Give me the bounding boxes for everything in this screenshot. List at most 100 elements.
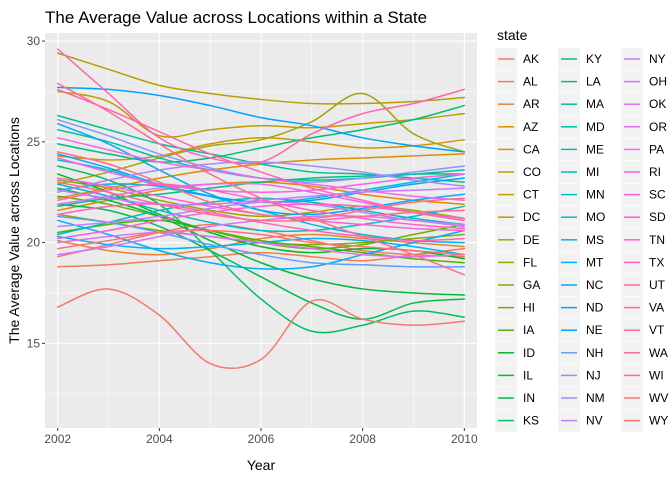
legend-label: AZ bbox=[523, 120, 538, 134]
legend-item-de: DE bbox=[495, 228, 540, 251]
legend-label: SC bbox=[649, 188, 666, 202]
legend-label: CO bbox=[523, 165, 541, 179]
series-line-pa bbox=[56, 137, 466, 202]
series-line-in bbox=[56, 203, 466, 320]
legend-label: VA bbox=[649, 301, 664, 315]
x-axis: 2002 2004 2006 2008 2010 bbox=[44, 428, 478, 446]
legend-item-ne: NE bbox=[558, 319, 603, 342]
legend-item-ca: CA bbox=[495, 138, 540, 161]
series-line-mt bbox=[56, 219, 466, 270]
legend-item-ny: NY bbox=[621, 48, 666, 70]
legend-label: TX bbox=[649, 255, 664, 269]
legend-item-ct: CT bbox=[495, 183, 540, 206]
legend-item-ma: MA bbox=[558, 93, 604, 116]
y-tick-label: 30 bbox=[27, 34, 41, 48]
legend-title: state bbox=[497, 27, 528, 43]
series-line-va bbox=[56, 88, 466, 222]
legend-item-sc: SC bbox=[621, 183, 666, 206]
legend-item-mn: MN bbox=[558, 183, 605, 206]
legend-label: VT bbox=[649, 323, 665, 337]
legend-item-co: CO bbox=[495, 161, 541, 183]
legend-label: IL bbox=[523, 368, 533, 382]
legend-label: MD bbox=[586, 120, 605, 134]
legend-item-nc: NC bbox=[558, 274, 604, 296]
legend-item-il: IL bbox=[495, 364, 533, 387]
legend-item-mt: MT bbox=[558, 251, 604, 274]
legend-item-wa: WA bbox=[621, 341, 668, 364]
legend-label: FL bbox=[523, 255, 537, 269]
series-line-co bbox=[56, 137, 466, 161]
legend-item-mi: MI bbox=[558, 161, 599, 183]
series-line-nh bbox=[56, 215, 466, 268]
series-line-ks bbox=[56, 165, 466, 334]
legend-label: WY bbox=[649, 414, 668, 428]
legend-item-wy: WY bbox=[621, 409, 668, 432]
legend-item-nh: NH bbox=[558, 341, 603, 364]
legend-label: AK bbox=[523, 52, 539, 66]
series-line-vt bbox=[56, 181, 466, 222]
legend-label: OK bbox=[649, 97, 666, 111]
legend-label: WI bbox=[649, 368, 664, 382]
legend-label: CA bbox=[523, 142, 540, 156]
legend-item-me: ME bbox=[558, 138, 604, 161]
series-line-nc bbox=[56, 122, 466, 216]
legend-item-in: IN bbox=[495, 387, 535, 409]
legend-item-nm: NM bbox=[558, 387, 605, 409]
legend-label: GA bbox=[523, 278, 540, 292]
series-line-ok bbox=[56, 231, 466, 258]
legend-item-oh: OH bbox=[621, 70, 667, 93]
legend-item-md: MD bbox=[558, 115, 605, 138]
legend-label: OH bbox=[649, 75, 667, 89]
series-line-ma bbox=[56, 114, 466, 183]
series-line-wv bbox=[56, 229, 466, 256]
legend-label: LA bbox=[586, 75, 601, 89]
legend-item-mo: MO bbox=[558, 206, 605, 229]
series-line-dc bbox=[56, 52, 466, 105]
legend-label: HI bbox=[523, 301, 535, 315]
legend-label: WV bbox=[649, 391, 668, 405]
legend-item-dc: DC bbox=[495, 206, 541, 229]
legend-item-al: AL bbox=[495, 70, 538, 93]
legend-label: ME bbox=[586, 142, 604, 156]
legend-item-hi: HI bbox=[495, 296, 535, 319]
legend-label: MO bbox=[586, 210, 605, 224]
series-line-tx bbox=[56, 203, 466, 242]
series-line-sd bbox=[56, 203, 466, 240]
legend-label: RI bbox=[649, 165, 661, 179]
legend-item-or: OR bbox=[621, 115, 667, 138]
legend-label: AL bbox=[523, 75, 538, 89]
legend-item-ok: OK bbox=[621, 93, 666, 116]
legend-item-ar: AR bbox=[495, 93, 540, 116]
x-tick-label: 2004 bbox=[146, 432, 173, 446]
series-line-ar bbox=[56, 233, 466, 256]
legend-item-ks: KS bbox=[495, 409, 539, 432]
legend-item-vt: VT bbox=[621, 319, 665, 342]
legend-item-nv: NV bbox=[558, 409, 603, 432]
legend-label: ND bbox=[586, 301, 604, 315]
legend-label: SD bbox=[649, 210, 666, 224]
series-line-wi bbox=[56, 151, 466, 220]
legend-label: NV bbox=[586, 414, 603, 428]
legend-label: MA bbox=[586, 97, 604, 111]
series-line-ky bbox=[56, 104, 466, 163]
y-tick-label: 20 bbox=[27, 236, 41, 250]
legend-label: OR bbox=[649, 120, 667, 134]
legend-item-ri: RI bbox=[621, 161, 661, 183]
legend-item-la: LA bbox=[558, 70, 601, 93]
x-tick-label: 2006 bbox=[248, 432, 275, 446]
y-axis-title: The Average Value across Locations bbox=[6, 117, 22, 344]
legend-label: WA bbox=[649, 346, 668, 360]
legend-item-fl: FL bbox=[495, 251, 537, 274]
legend-label: IN bbox=[523, 391, 535, 405]
legend-label: PA bbox=[649, 142, 664, 156]
legend-label: DC bbox=[523, 210, 541, 224]
legend-label: MI bbox=[586, 165, 599, 179]
legend-item-ia: IA bbox=[495, 319, 534, 342]
legend-label: NJ bbox=[586, 368, 601, 382]
legend-label: KY bbox=[586, 52, 602, 66]
legend: AK AL AR AZ CA CO CT DC DE FL GA HI IA ID IL IN KS KY LA MA… bbox=[495, 48, 668, 432]
legend-item-va: VA bbox=[621, 296, 664, 319]
series-line-ne bbox=[56, 86, 466, 153]
series-line-tn bbox=[56, 183, 466, 230]
